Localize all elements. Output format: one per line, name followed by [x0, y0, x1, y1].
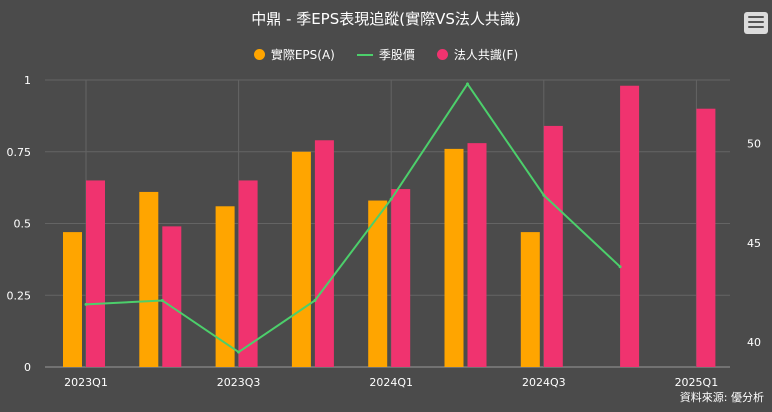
y-left-tick-label: 0.25: [7, 289, 32, 302]
legend-label: 實際EPS(A): [270, 48, 335, 62]
menu-bar: [748, 21, 764, 23]
x-tick-label: 2024Q1: [369, 376, 413, 389]
bar-consensus: [238, 180, 258, 367]
legend-item-actual-eps[interactable]: 實際EPS(A): [253, 46, 335, 63]
point-stock-price: [84, 302, 88, 306]
bar-actual-eps: [368, 200, 388, 367]
point-stock-price: [618, 265, 622, 269]
chart-title: 中鼎 - 季EPS表現追蹤(實際VS法人共識): [251, 10, 521, 28]
bar-consensus: [391, 189, 411, 367]
legend-swatch-consensus: [436, 49, 448, 60]
legend-swatch-actual-eps: [253, 49, 265, 60]
bar-consensus: [696, 108, 716, 367]
point-stock-price: [237, 350, 241, 354]
legend-label: 法人共識(F): [453, 48, 519, 62]
bar-consensus: [543, 125, 563, 367]
bar-consensus: [86, 180, 105, 367]
bar-consensus: [314, 140, 334, 367]
bar-consensus: [162, 226, 182, 367]
point-stock-price: [542, 193, 546, 197]
y-left-tick-label: 0: [24, 361, 31, 374]
bar-actual-eps: [215, 206, 235, 367]
point-stock-price: [160, 298, 164, 302]
x-tick-label: 2025Q1: [675, 376, 719, 389]
bar-consensus: [467, 143, 487, 367]
point-stock-price: [389, 197, 393, 201]
chart-legend: 實際EPS(A) 季股價 法人共識(F): [0, 46, 772, 63]
y-right-tick-label: 40: [747, 336, 761, 349]
y-right-tick-label: 45: [747, 237, 761, 250]
bar-actual-eps: [291, 151, 311, 367]
legend-item-consensus[interactable]: 法人共識(F): [436, 46, 519, 63]
point-stock-price: [466, 82, 469, 86]
menu-bar: [748, 26, 764, 28]
legend-label: 季股價: [378, 48, 415, 62]
y-left-tick-label: 1: [24, 74, 31, 87]
x-tick-label: 2023Q1: [64, 376, 108, 389]
legend-item-stock-price[interactable]: 季股價: [356, 46, 415, 63]
y-right-tick-label: 50: [747, 138, 761, 151]
bar-actual-eps: [139, 191, 159, 367]
bar-consensus: [620, 85, 640, 368]
source-credit: 資料來源: 優分析: [679, 391, 764, 404]
menu-bar: [748, 16, 764, 18]
legend-swatch-stock-price: [356, 53, 373, 56]
point-stock-price: [313, 298, 317, 302]
bar-actual-eps: [444, 148, 464, 367]
bar-actual-eps: [63, 232, 82, 367]
x-tick-label: 2023Q3: [217, 376, 261, 389]
bar-actual-eps: [520, 232, 540, 367]
hamburger-menu-icon[interactable]: [744, 12, 768, 34]
line-stock-price: [85, 82, 621, 354]
y-left-tick-label: 0.75: [7, 146, 32, 159]
x-tick-label: 2024Q3: [522, 376, 566, 389]
y-left-tick-label: 0.5: [14, 218, 32, 231]
